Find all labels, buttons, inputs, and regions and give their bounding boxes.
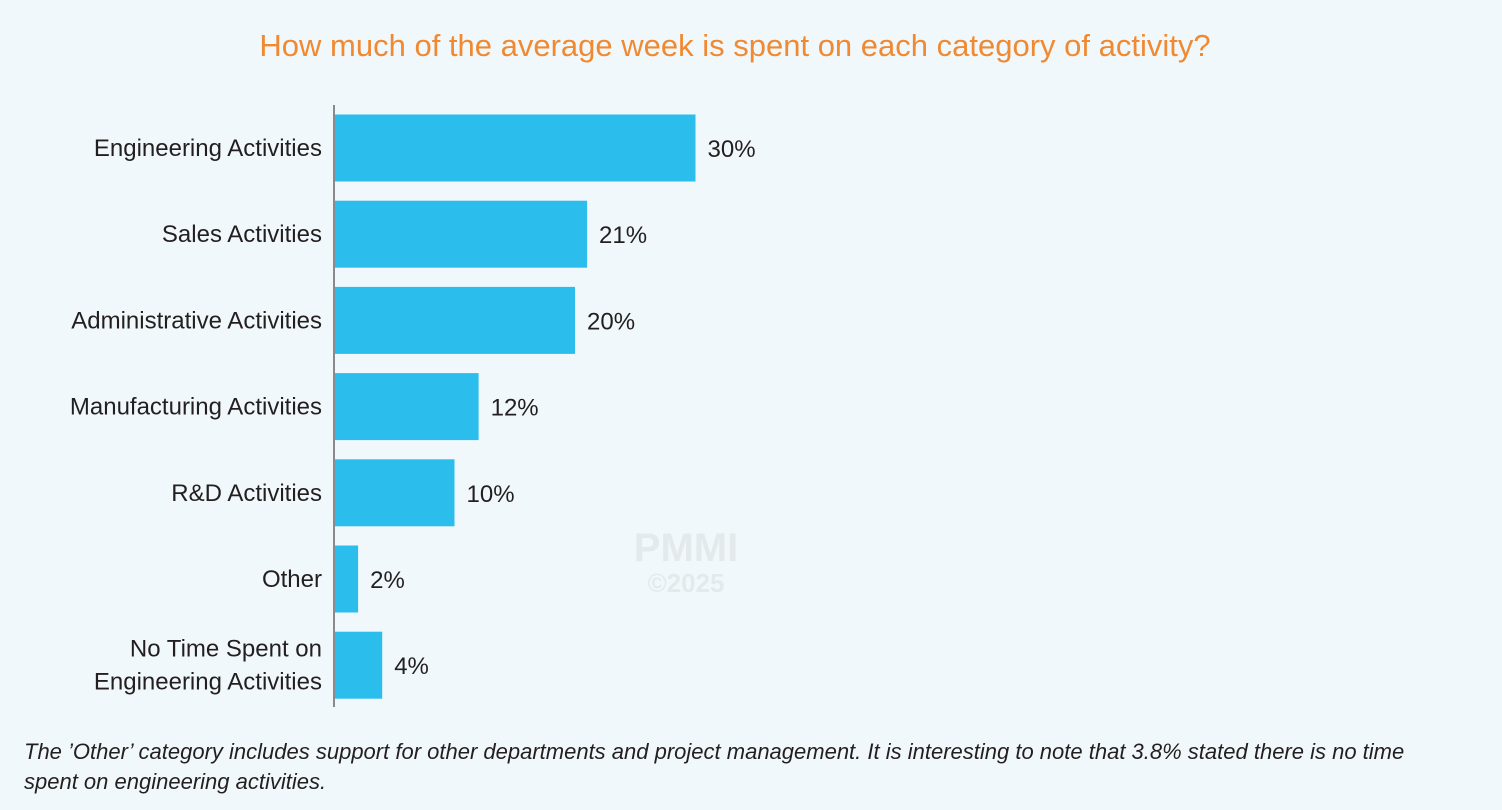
bar (334, 373, 479, 441)
bar (334, 545, 359, 613)
category-label: Administrative Activities (71, 307, 322, 334)
value-label: 2% (370, 567, 405, 594)
chart-title: How much of the average week is spent on… (259, 28, 1211, 63)
category-label: No Time Spent on Engineering Activities (94, 636, 322, 696)
watermark-copyright: ©2025 (647, 568, 725, 598)
value-label: 21% (599, 222, 647, 249)
bar (334, 114, 696, 182)
value-label: 12% (491, 395, 539, 422)
watermark: PMMI ©2025 (596, 528, 776, 596)
bar-chart: 30% Engineering Activities 21% Sales Activi… (70, 105, 756, 707)
category-label: R&D Activities (171, 480, 322, 507)
category-label: Manufacturing Activities (70, 394, 322, 421)
bar (334, 631, 383, 699)
footnote: The ’Other’ category includes support fo… (24, 739, 1405, 794)
bar (334, 286, 575, 354)
value-label: 30% (708, 136, 756, 163)
value-label: 4% (394, 653, 429, 680)
bar (334, 200, 588, 268)
watermark-brand: PMMI (633, 526, 739, 570)
category-label: Engineering Activities (94, 135, 322, 162)
value-label: 20% (587, 308, 635, 335)
category-label: Sales Activities (162, 221, 322, 248)
category-label: Other (262, 566, 322, 593)
bar (334, 459, 455, 527)
value-label: 10% (467, 481, 515, 508)
